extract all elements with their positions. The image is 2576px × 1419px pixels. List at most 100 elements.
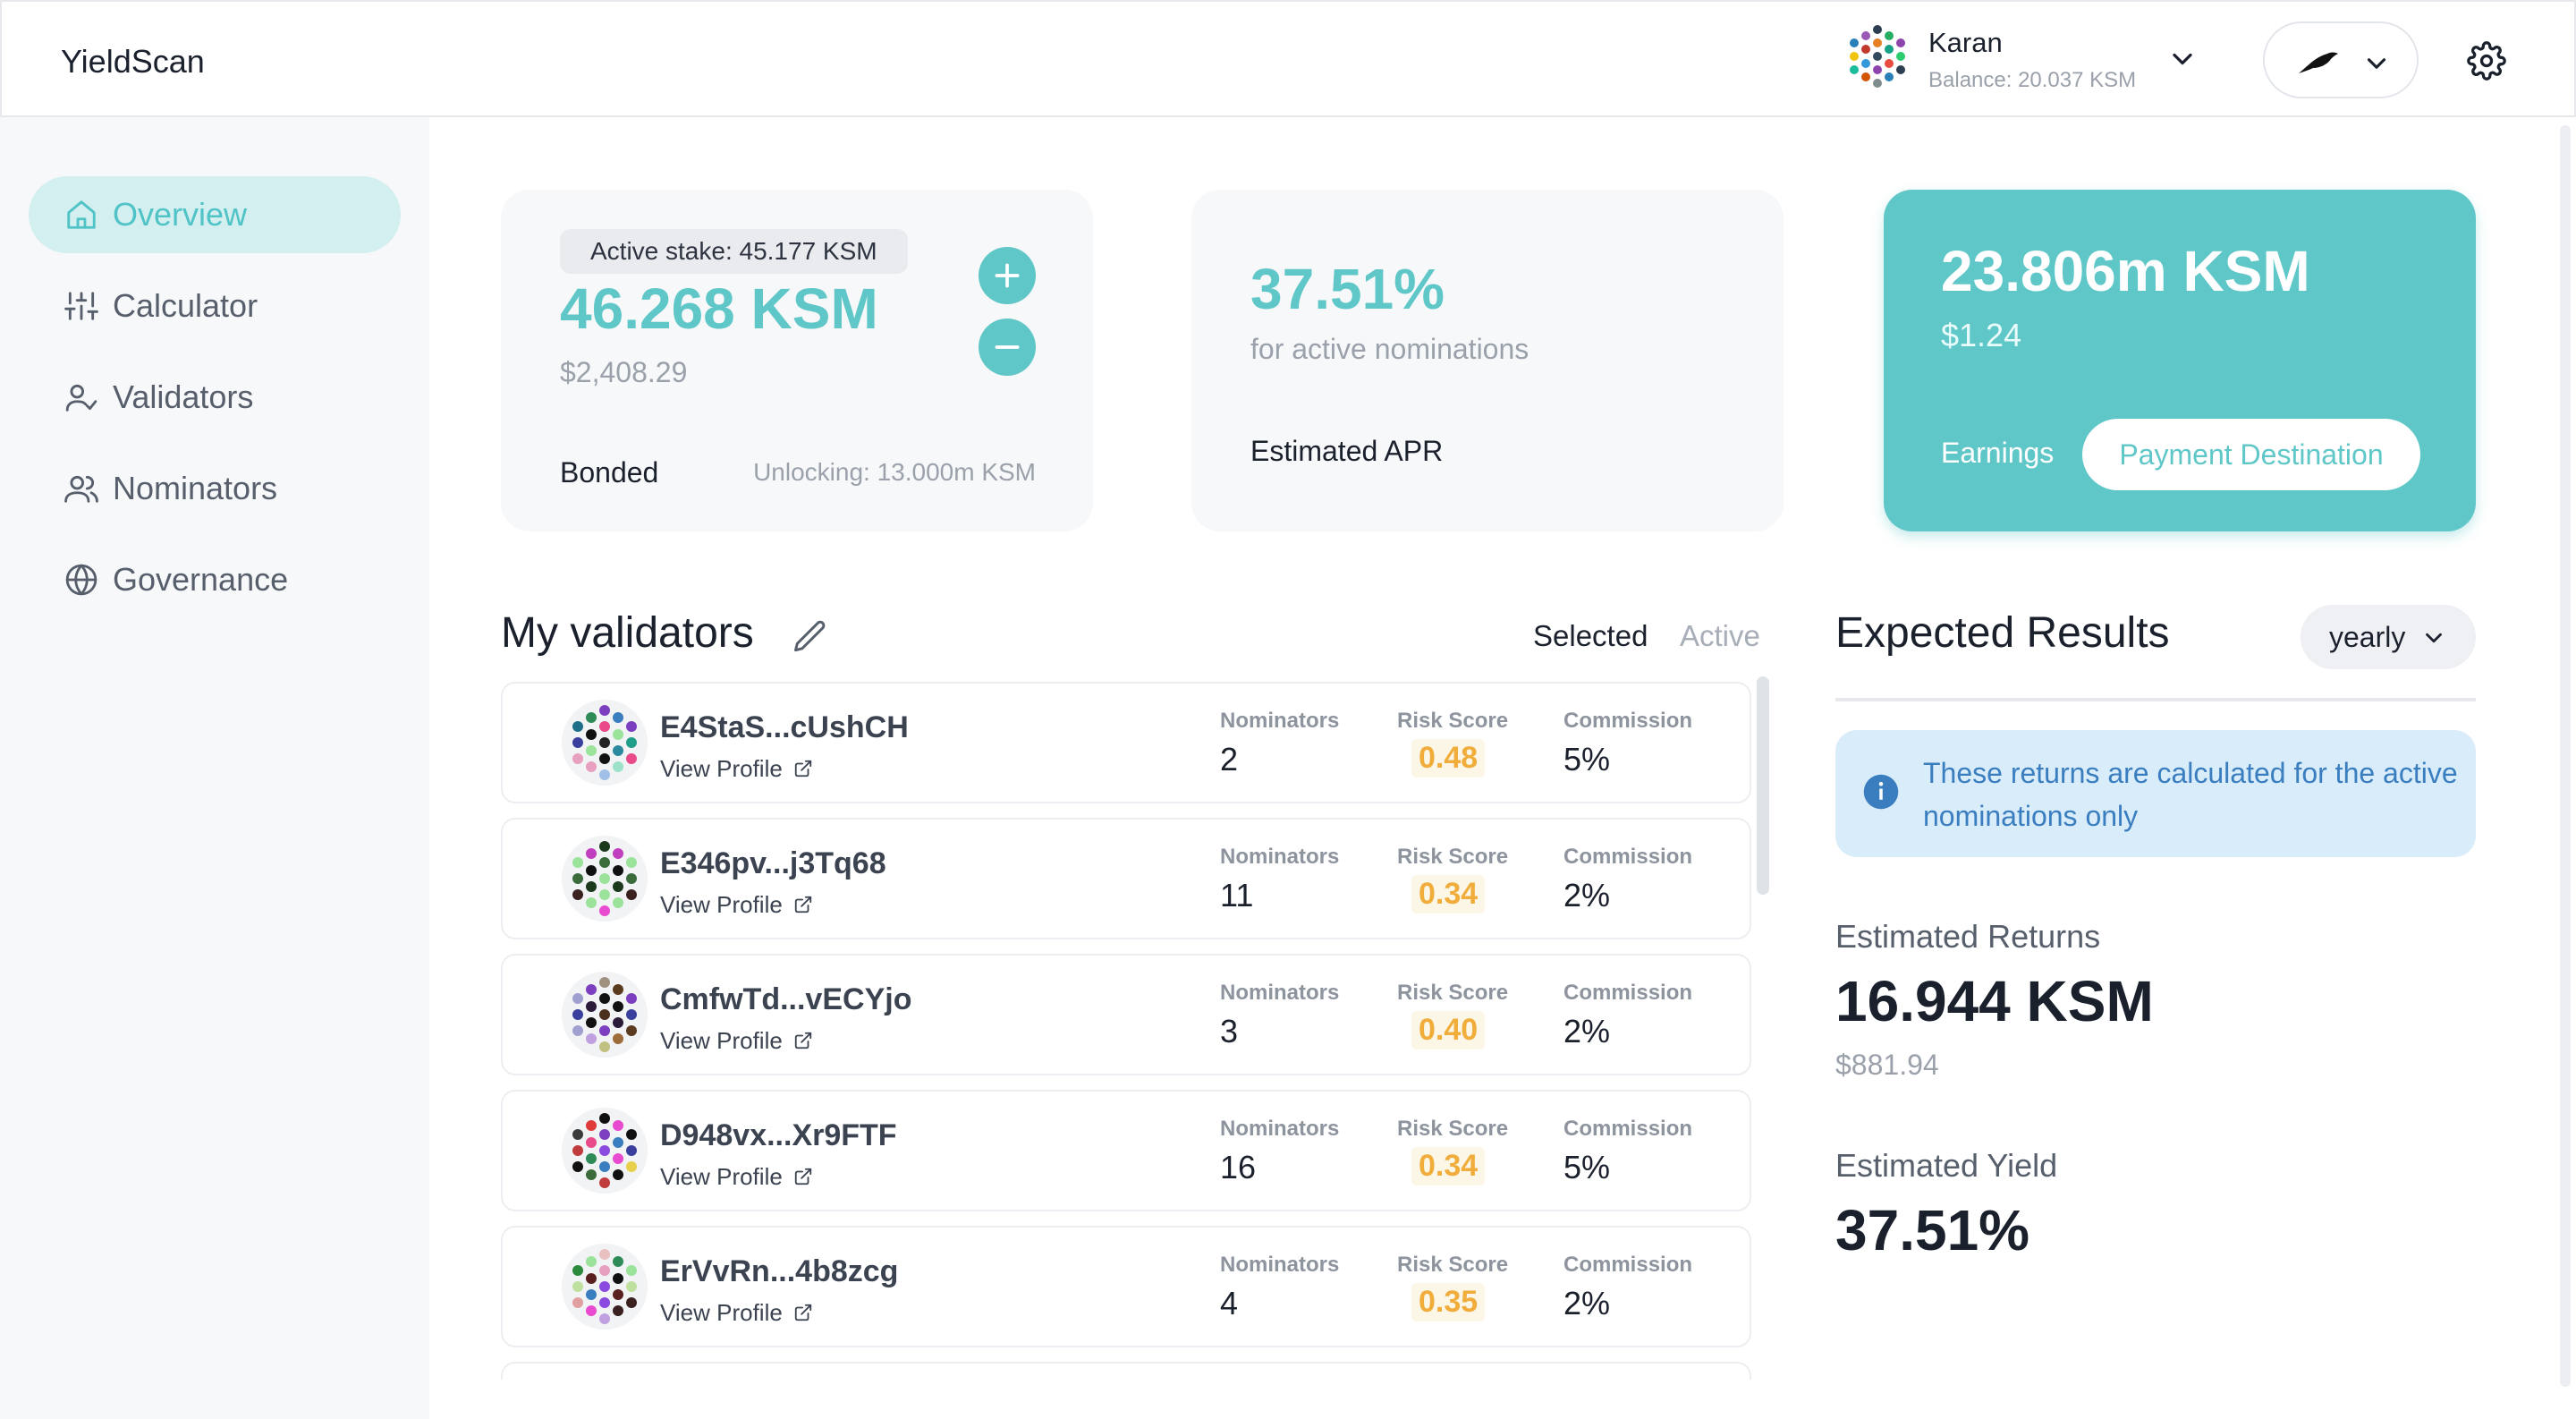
earnings-fiat-value: $1.24 bbox=[1941, 317, 2022, 353]
validator-name: E4StaS...cUshCH bbox=[660, 710, 909, 744]
nominators-label: Nominators bbox=[1220, 1253, 1340, 1277]
chevron-down-icon[interactable] bbox=[2166, 43, 2199, 75]
view-profile-link[interactable]: View Profile bbox=[660, 1163, 813, 1191]
validator-name: D948vx...Xr9FTF bbox=[660, 1118, 897, 1152]
kusama-bird-icon bbox=[2299, 52, 2338, 73]
bonded-card: Active stake: 45.177 KSM 46.268 KSM $2,4… bbox=[501, 190, 1093, 531]
page-scrollbar[interactable] bbox=[2560, 125, 2571, 1387]
nominators-value: 16 bbox=[1220, 1149, 1257, 1185]
validator-row[interactable]: E346pv...j3Tq68 View Profile Nominators … bbox=[501, 818, 1751, 939]
payment-destination-button[interactable]: Payment Destination bbox=[2082, 419, 2420, 490]
external-link-icon bbox=[794, 1304, 811, 1321]
period-dropdown[interactable]: yearly bbox=[2301, 605, 2476, 669]
view-profile-link[interactable]: View Profile bbox=[660, 1299, 813, 1327]
bonded-amount: 46.268 KSM bbox=[560, 276, 878, 341]
risk-score-label: Risk Score bbox=[1397, 981, 1509, 1005]
view-profile-link[interactable]: View Profile bbox=[660, 1027, 813, 1055]
commission-label: Commission bbox=[1563, 845, 1693, 869]
nominators-value: 11 bbox=[1220, 877, 1254, 913]
commission-value: 2% bbox=[1563, 1013, 1611, 1049]
validator-row[interactable] bbox=[501, 1362, 1751, 1380]
tab-active[interactable]: Active bbox=[1680, 619, 1760, 652]
commission-label: Commission bbox=[1563, 1117, 1693, 1141]
estimated-returns-value: 16.944 KSM bbox=[1835, 969, 2154, 1033]
earnings-amount: 23.806m KSM bbox=[1941, 239, 2310, 303]
sidebar: Overview Calculator Validators Nominator… bbox=[0, 117, 429, 1419]
apr-subtitle: for active nominations bbox=[1250, 333, 1530, 365]
validator-name: E346pv...j3Tq68 bbox=[660, 846, 886, 880]
apr-label: Estimated APR bbox=[1250, 435, 1444, 467]
view-profile-link[interactable]: View Profile bbox=[660, 891, 813, 919]
account-balance: Balance: 20.037 KSM bbox=[1928, 68, 2137, 92]
edit-pencil-icon[interactable] bbox=[791, 617, 830, 657]
validators-scrollbar[interactable] bbox=[1757, 676, 1769, 895]
sidebar-item-label: Validators bbox=[113, 378, 254, 415]
validator-row[interactable]: CmfwTd...vECYjo View Profile Nominators … bbox=[501, 954, 1751, 1075]
external-link-icon bbox=[794, 760, 811, 777]
view-profile-label: View Profile bbox=[660, 1299, 783, 1326]
network-selector[interactable] bbox=[2263, 21, 2419, 98]
nominators-value: 3 bbox=[1220, 1013, 1239, 1049]
nominators-label: Nominators bbox=[1220, 981, 1340, 1005]
sidebar-item-overview[interactable]: Overview bbox=[29, 176, 401, 253]
nominators-label: Nominators bbox=[1220, 1117, 1340, 1141]
settings-gear-icon[interactable] bbox=[2467, 41, 2506, 81]
risk-score-label: Risk Score bbox=[1397, 1253, 1509, 1277]
home-icon bbox=[67, 200, 96, 229]
view-profile-label: View Profile bbox=[660, 1027, 783, 1054]
user-check-icon bbox=[65, 384, 97, 412]
sidebar-item-governance[interactable]: Governance bbox=[29, 541, 401, 618]
sliders-icon bbox=[64, 292, 98, 320]
commission-label: Commission bbox=[1563, 709, 1693, 733]
active-stake-badge: Active stake: 45.177 KSM bbox=[560, 229, 908, 274]
risk-score-value: 0.40 bbox=[1411, 1011, 1486, 1049]
sidebar-item-label: Governance bbox=[113, 561, 289, 598]
estimated-returns-label: Estimated Returns bbox=[1835, 918, 2101, 955]
nominators-value: 4 bbox=[1220, 1285, 1239, 1321]
bond-more-button[interactable] bbox=[979, 247, 1036, 304]
validator-identicon bbox=[562, 700, 648, 786]
sidebar-item-nominators[interactable]: Nominators bbox=[29, 450, 401, 527]
tab-selected[interactable]: Selected bbox=[1533, 619, 1648, 652]
estimated-returns-fiat: $881.94 bbox=[1835, 1049, 1939, 1081]
app-logo[interactable]: YieldScan bbox=[61, 43, 205, 80]
validator-row[interactable]: D948vx...Xr9FTF View Profile Nominators … bbox=[501, 1090, 1751, 1211]
sidebar-item-calculator[interactable]: Calculator bbox=[29, 268, 401, 344]
view-profile-link[interactable]: View Profile bbox=[660, 755, 813, 783]
account-avatar bbox=[1843, 21, 1912, 91]
external-link-icon bbox=[794, 1032, 811, 1049]
top-header: YieldScan Karan Balance: 20.037 KSM bbox=[0, 0, 2576, 117]
estimated-yield-value: 37.51% bbox=[1835, 1198, 2030, 1262]
earnings-card: 23.806m KSM $1.24 Earnings Payment Desti… bbox=[1884, 190, 2476, 531]
nominators-label: Nominators bbox=[1220, 845, 1340, 869]
sidebar-item-label: Calculator bbox=[113, 287, 258, 324]
commission-value: 2% bbox=[1563, 1285, 1611, 1321]
sidebar-item-validators[interactable]: Validators bbox=[29, 359, 401, 436]
risk-score-value: 0.48 bbox=[1411, 739, 1486, 777]
commission-value: 5% bbox=[1563, 1149, 1611, 1185]
validator-identicon bbox=[562, 972, 648, 1058]
apr-card: 37.51% for active nominations Estimated … bbox=[1191, 190, 1784, 531]
sidebar-item-label: Nominators bbox=[113, 470, 278, 506]
info-banner: These returns are calculated for the act… bbox=[1835, 730, 2476, 857]
account-switcher[interactable]: Karan Balance: 20.037 KSM bbox=[1839, 21, 2215, 102]
chevron-down-icon bbox=[2367, 58, 2386, 69]
chevron-down-icon bbox=[2426, 633, 2442, 643]
info-icon bbox=[1863, 774, 1899, 810]
validator-identicon bbox=[562, 1244, 648, 1330]
sidebar-item-label: Overview bbox=[113, 196, 248, 233]
plus-icon bbox=[995, 263, 1020, 288]
commission-label: Commission bbox=[1563, 981, 1693, 1005]
validator-row[interactable]: ErVvRn...4b8zcg View Profile Nominators … bbox=[501, 1226, 1751, 1347]
external-link-icon bbox=[794, 896, 811, 913]
bonded-label: Bonded bbox=[560, 456, 659, 489]
estimated-yield-label: Estimated Yield bbox=[1835, 1147, 2058, 1184]
unbond-button[interactable] bbox=[979, 319, 1036, 376]
divider bbox=[1835, 698, 2476, 701]
risk-score-value: 0.34 bbox=[1411, 875, 1486, 913]
apr-value: 37.51% bbox=[1250, 257, 1445, 321]
commission-value: 2% bbox=[1563, 877, 1611, 913]
period-value: yearly bbox=[2329, 621, 2406, 653]
validator-row[interactable]: E4StaS...cUshCH View Profile Nominators … bbox=[501, 682, 1751, 803]
view-profile-label: View Profile bbox=[660, 755, 783, 782]
